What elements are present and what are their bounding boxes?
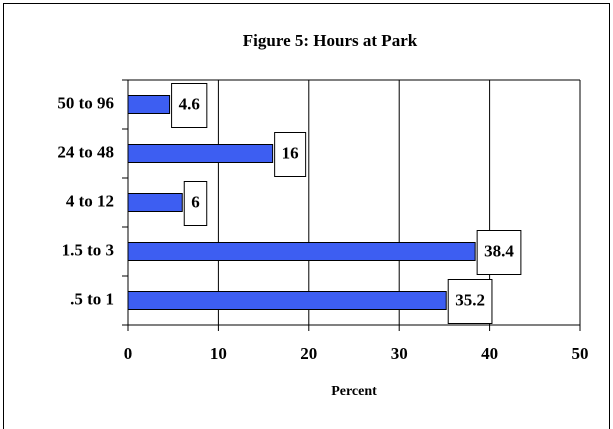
x-tick-label: 20 — [300, 344, 317, 363]
x-tick-label: 30 — [391, 344, 408, 363]
value-label-box — [447, 279, 493, 324]
bar — [127, 242, 476, 261]
value-label: 16 — [282, 143, 299, 162]
x-tick-label: 10 — [210, 344, 227, 363]
x-tick-label: 50 — [572, 344, 589, 363]
value-label-box — [171, 83, 208, 128]
bar — [127, 95, 171, 114]
y-tick-label: .5 to 1 — [70, 289, 114, 308]
bar — [127, 193, 183, 212]
value-label-box — [183, 181, 208, 226]
value-label: 35.2 — [455, 290, 485, 309]
bar — [127, 291, 447, 310]
value-label-box — [274, 132, 307, 177]
chart-border — [3, 3, 610, 429]
x-tick-label: 40 — [481, 344, 498, 363]
value-label: 4.6 — [179, 94, 200, 113]
chart-title: Figure 5: Hours at Park — [243, 31, 418, 50]
y-tick-label: 50 to 96 — [57, 93, 114, 112]
y-tick-label: 4 to 12 — [66, 191, 114, 210]
value-label: 6 — [191, 192, 200, 211]
x-tick-label: 0 — [124, 344, 133, 363]
value-label: 38.4 — [484, 241, 514, 260]
value-label-box — [476, 230, 522, 275]
y-tick-label: 1.5 to 3 — [62, 240, 114, 259]
x-axis-label: Percent — [331, 384, 377, 399]
y-tick-label: 24 to 48 — [57, 142, 114, 161]
bar — [127, 144, 274, 163]
